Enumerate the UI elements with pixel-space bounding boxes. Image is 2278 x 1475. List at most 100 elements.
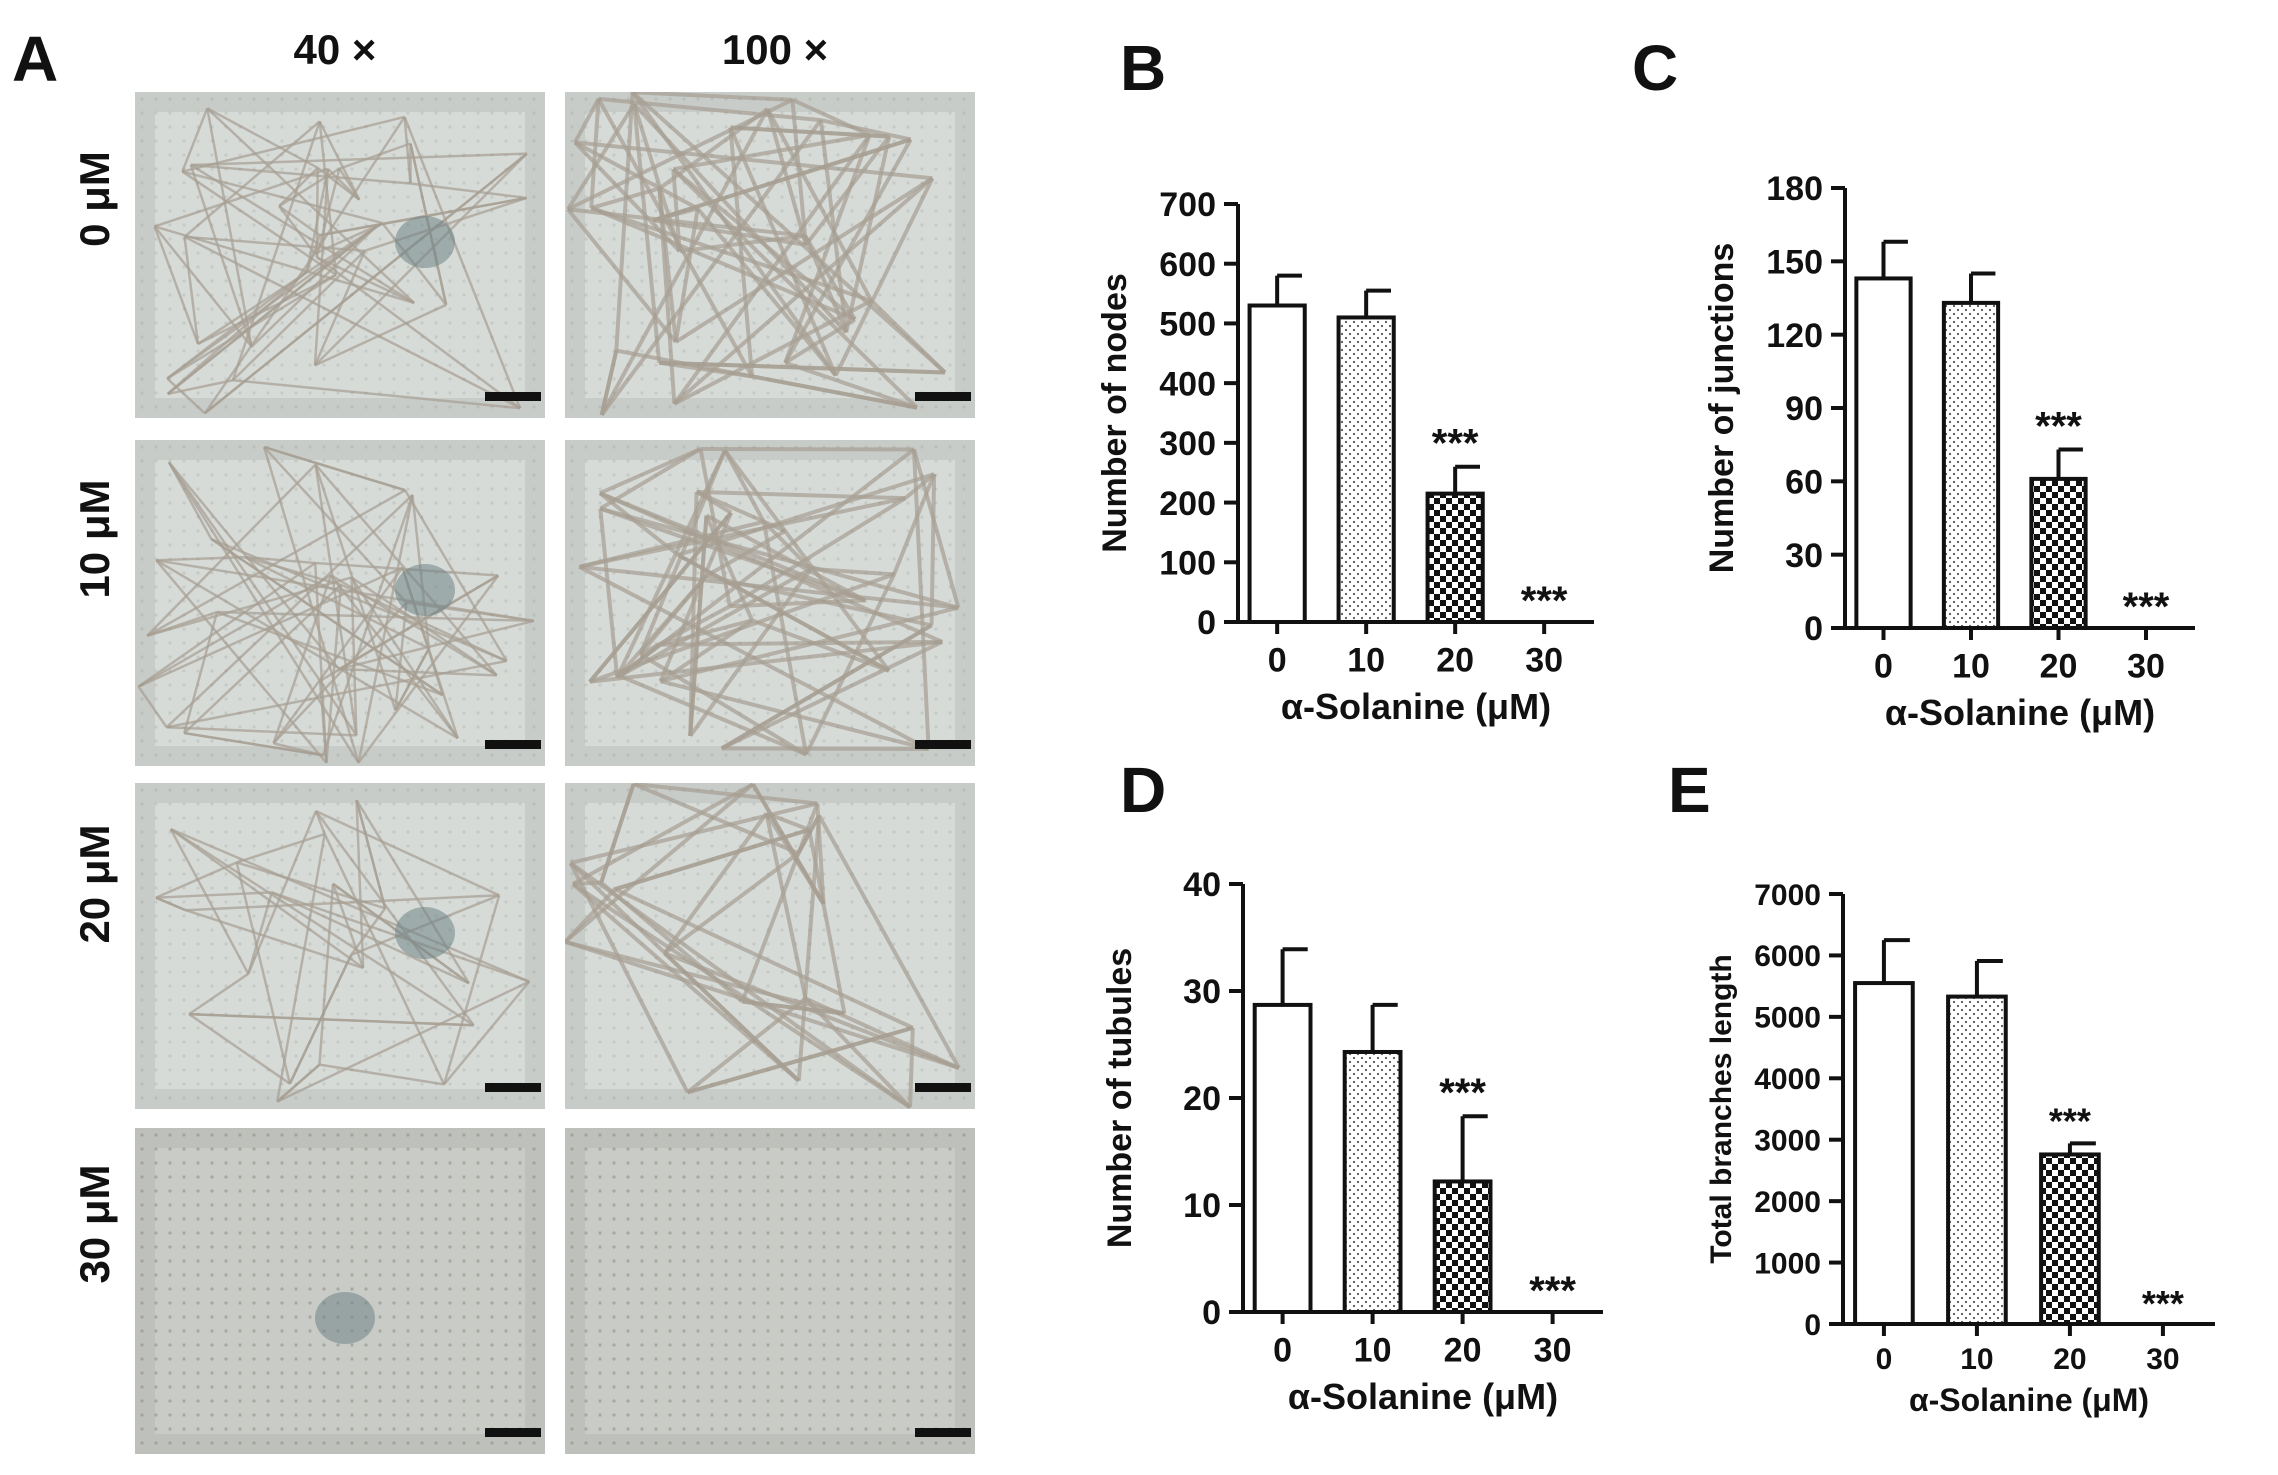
panel-letter-b: B	[1120, 32, 1166, 104]
x-tick-label: 0	[1876, 1343, 1893, 1376]
scale-bar	[915, 392, 971, 401]
significance-label: ***	[1521, 579, 1568, 623]
x-tick-label: 30	[1534, 1331, 1572, 1369]
micrograph-0um-100x	[565, 92, 975, 418]
y-tick-label: 150	[1766, 244, 1823, 282]
column-header-100x: 100 ×	[721, 26, 829, 73]
bar-10	[1342, 1049, 1403, 1314]
y-tick-label: 0	[1202, 1294, 1221, 1332]
scale-bar	[485, 1428, 541, 1437]
bar-20	[1425, 491, 1485, 624]
x-tick-label: 10	[1354, 1331, 1392, 1369]
micrograph-20um-40x	[135, 783, 545, 1109]
x-tick-label: 0	[1268, 641, 1287, 679]
bar-20	[2039, 1152, 2101, 1327]
significance-label: ***	[2123, 585, 2170, 629]
bar-0	[1247, 303, 1307, 624]
significance-label: ***	[2049, 1100, 2091, 1141]
chart-c: C 0 30 60 90 120 150 180 0 10 *** 20 *** 30 α-Solanine…	[1632, 32, 2195, 733]
micrograph-10um-100x	[565, 440, 975, 766]
y-tick-label: 5000	[1754, 1002, 1821, 1035]
bar-20	[1432, 1179, 1493, 1314]
x-tick-label: 10	[1960, 1343, 1993, 1376]
panel-letter-a: A	[12, 23, 59, 95]
x-tick-label: 0	[1273, 1331, 1292, 1369]
y-tick-label: 0	[1804, 610, 1823, 648]
scale-bar	[485, 1083, 541, 1092]
y-tick-label: 100	[1159, 545, 1216, 583]
bar-10	[1946, 994, 2008, 1326]
x-axis-label: α-Solanine (μM)	[1281, 686, 1551, 727]
micrograph-30um-40x	[135, 1128, 545, 1454]
bar-0	[1854, 276, 1913, 630]
panel-letter-d: D	[1120, 754, 1166, 826]
micrograph-30um-100x	[565, 1128, 975, 1454]
x-tick-label: 20	[1444, 1331, 1482, 1369]
y-axis-label: Number of tubules	[1101, 948, 1139, 1248]
scale-bar	[915, 1083, 971, 1092]
chart-d: D 0 10 20 30 40 0 10 *** 20 *** 30 α-Solanine (μM) Nu…	[1101, 754, 1603, 1417]
y-tick-label: 30	[1785, 537, 1823, 575]
significance-label: ***	[2035, 405, 2082, 449]
y-tick-label: 7000	[1754, 879, 1821, 912]
y-axis-label: Number of nodes	[1096, 273, 1134, 553]
x-axis-label: α-Solanine (μM)	[1909, 1382, 2149, 1418]
y-axis-label: Total branches length	[1705, 954, 1738, 1263]
panel-a: A 40 × 100 × 0 μM 10 μM 20 μM 30 μM	[0, 0, 1120, 1475]
y-tick-label: 400	[1159, 365, 1216, 403]
significance-label: ***	[1439, 1071, 1486, 1115]
micrograph-20um-100x	[565, 783, 975, 1109]
x-tick-label: 30	[1525, 641, 1563, 679]
x-tick-label: 10	[1347, 641, 1385, 679]
scale-bar	[915, 1428, 971, 1437]
y-tick-label: 90	[1785, 390, 1823, 428]
bar-20	[2029, 476, 2088, 630]
significance-label: ***	[2142, 1283, 2184, 1324]
y-tick-label: 200	[1159, 485, 1216, 523]
x-tick-label: 20	[2040, 647, 2078, 685]
y-tick-label: 2000	[1754, 1186, 1821, 1219]
scale-bar	[485, 392, 541, 401]
y-tick-label: 120	[1766, 317, 1823, 355]
y-tick-label: 10	[1183, 1187, 1221, 1225]
bar-0	[1252, 1002, 1313, 1314]
panel-letter-e: E	[1668, 754, 1711, 826]
y-tick-label: 500	[1159, 306, 1216, 344]
y-tick-label: 30	[1183, 973, 1221, 1011]
y-tick-label: 600	[1159, 246, 1216, 284]
y-axis-label: Number of junctions	[1703, 243, 1741, 574]
x-tick-label: 0	[1874, 647, 1893, 685]
panel-letter-c: C	[1632, 32, 1678, 104]
y-tick-label: 20	[1183, 1080, 1221, 1118]
y-tick-label: 700	[1159, 186, 1216, 224]
x-tick-label: 20	[1436, 641, 1474, 679]
bar-10	[1941, 300, 2001, 630]
x-tick-label: 30	[2146, 1343, 2179, 1376]
y-tick-label: 40	[1183, 866, 1221, 904]
y-tick-label: 60	[1785, 464, 1823, 502]
chart-b: B 0 100 200 300 400 500 600 700 0 10 *** 20 *** 30 α-So…	[1096, 32, 1594, 727]
scale-bar	[915, 740, 971, 749]
bar-0	[1853, 981, 1915, 1326]
x-tick-label: 10	[1952, 647, 1990, 685]
scale-bar	[485, 740, 541, 749]
x-tick-label: 20	[2053, 1343, 2086, 1376]
significance-label: ***	[1432, 422, 1479, 466]
column-header-40x: 40 ×	[293, 26, 377, 73]
y-tick-label: 300	[1159, 425, 1216, 463]
y-tick-label: 1000	[1754, 1247, 1821, 1280]
bar-10	[1336, 315, 1396, 624]
y-tick-label: 0	[1197, 604, 1216, 642]
y-tick-label: 180	[1766, 170, 1823, 208]
y-tick-label: 4000	[1754, 1063, 1821, 1096]
y-tick-label: 0	[1804, 1309, 1821, 1342]
micrograph-10um-40x	[135, 440, 545, 766]
x-axis-label: α-Solanine (μM)	[1885, 692, 2155, 733]
significance-label: ***	[1529, 1269, 1576, 1313]
x-tick-label: 30	[2127, 647, 2165, 685]
x-axis-label: α-Solanine (μM)	[1288, 1376, 1558, 1417]
micrograph-0um-40x	[135, 92, 545, 418]
y-tick-label: 3000	[1754, 1125, 1821, 1158]
chart-e: E 0 1000 2000 3000 4000 5000 6000 7000 0 10 *** 20 **…	[1668, 754, 2215, 1418]
